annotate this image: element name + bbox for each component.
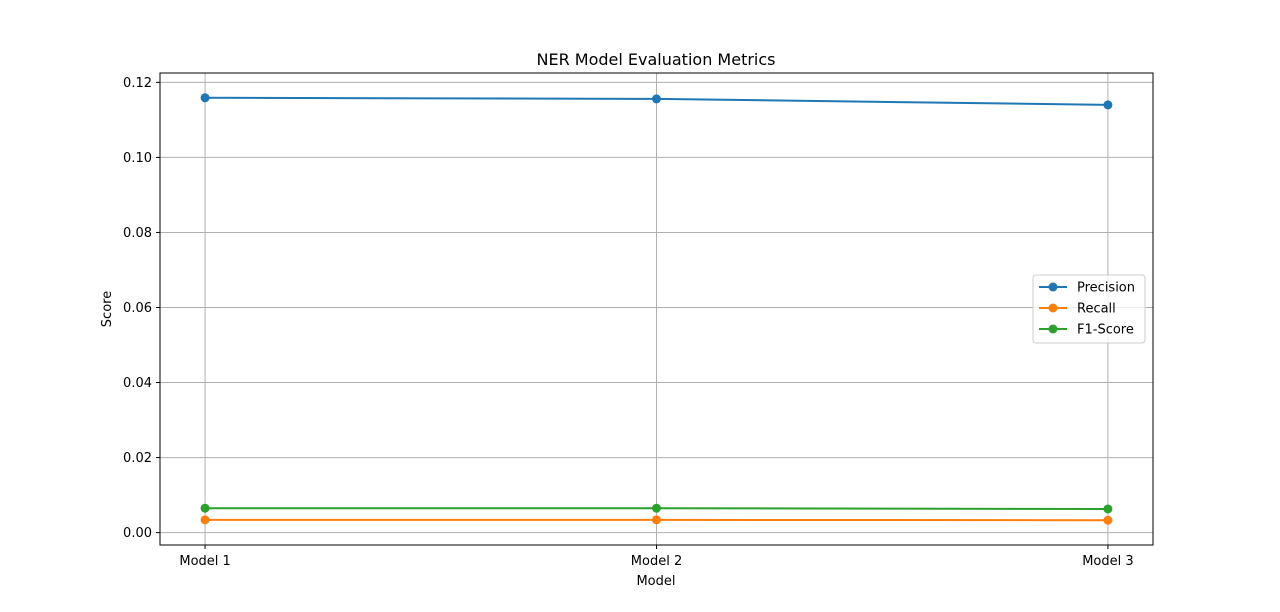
data-point-precision — [1103, 100, 1113, 110]
y-tick-label: 0.12 — [123, 76, 152, 91]
legend-frame — [1032, 274, 1146, 344]
legend-marker-recall — [1048, 303, 1058, 313]
y-tick-label: 0.02 — [123, 451, 152, 466]
legend-marker-f1-score — [1048, 324, 1058, 334]
legend-label-precision: Precision — [1077, 281, 1135, 296]
y-axis-title: Score — [100, 291, 115, 327]
data-point-precision — [652, 94, 661, 104]
data-point-recall — [652, 515, 661, 525]
y-tick-label: 0.08 — [123, 226, 152, 241]
data-point-precision — [200, 93, 210, 103]
legend-marker-precision — [1048, 282, 1058, 292]
data-point-recall — [200, 515, 210, 525]
x-tick-label: Model 1 — [179, 554, 230, 569]
x-tick-label: Model 2 — [631, 554, 682, 569]
y-tick-label: 0.00 — [123, 526, 152, 541]
legend: Precision Recall F1-Score — [1032, 274, 1146, 344]
chart-title: NER Model Evaluation Metrics — [537, 50, 776, 69]
y-tick-label: 0.06 — [123, 301, 152, 316]
data-point-f1-score — [652, 503, 661, 513]
y-axis: 0.00 0.02 0.04 0.06 0.08 0.10 0.12 — [123, 76, 160, 541]
y-tick-label: 0.04 — [123, 376, 152, 391]
y-tick-label: 0.10 — [123, 151, 152, 166]
x-axis-title: Model — [636, 574, 675, 589]
x-axis: Model 1 Model 2 Model 3 — [179, 545, 1134, 569]
legend-label-f1-score: F1-Score — [1077, 323, 1134, 338]
data-point-recall — [1103, 515, 1113, 525]
data-point-f1-score — [1103, 504, 1113, 514]
data-point-f1-score — [200, 503, 210, 513]
x-tick-label: Model 3 — [1082, 554, 1133, 569]
series-group — [200, 93, 1113, 525]
legend-label-recall: Recall — [1077, 302, 1116, 317]
